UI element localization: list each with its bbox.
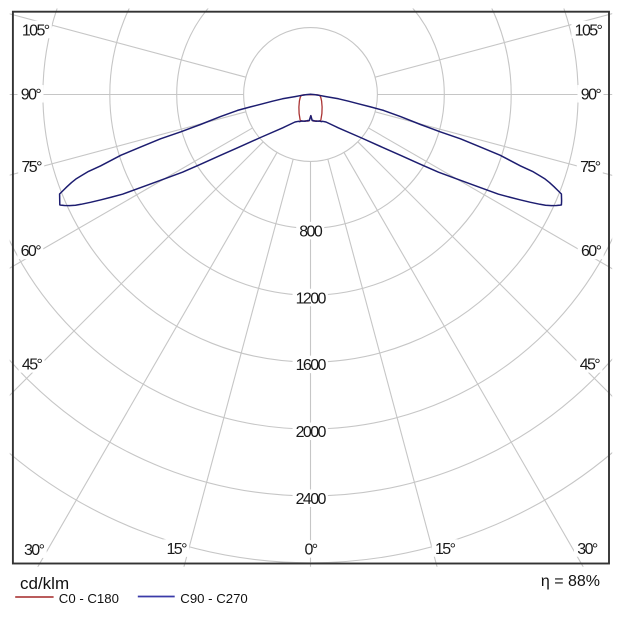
svg-text:75°: 75°	[21, 159, 42, 176]
svg-text:2000: 2000	[296, 424, 327, 441]
svg-text:45°: 45°	[22, 357, 43, 374]
svg-text:1200: 1200	[296, 290, 327, 307]
svg-text:800: 800	[299, 223, 323, 240]
svg-text:2400: 2400	[296, 491, 327, 508]
svg-text:105°: 105°	[575, 22, 603, 39]
svg-text:15°: 15°	[166, 541, 187, 558]
svg-text:30°: 30°	[24, 542, 45, 559]
svg-text:105°: 105°	[22, 22, 50, 39]
svg-text:45°: 45°	[580, 357, 601, 374]
svg-text:90°: 90°	[21, 87, 42, 104]
svg-text:C0 - C180: C0 - C180	[59, 591, 119, 606]
svg-text:0°: 0°	[304, 542, 317, 559]
svg-text:60°: 60°	[21, 243, 42, 260]
svg-text:cd/klm: cd/klm	[20, 574, 69, 593]
svg-text:15°: 15°	[435, 541, 456, 558]
svg-text:60°: 60°	[581, 243, 602, 260]
svg-text:1600: 1600	[296, 357, 327, 374]
svg-text:η = 88%: η = 88%	[541, 573, 600, 590]
svg-text:30°: 30°	[577, 541, 598, 558]
svg-text:75°: 75°	[580, 159, 601, 176]
svg-text:C90 - C270: C90 - C270	[180, 591, 247, 606]
svg-text:90°: 90°	[581, 87, 602, 104]
